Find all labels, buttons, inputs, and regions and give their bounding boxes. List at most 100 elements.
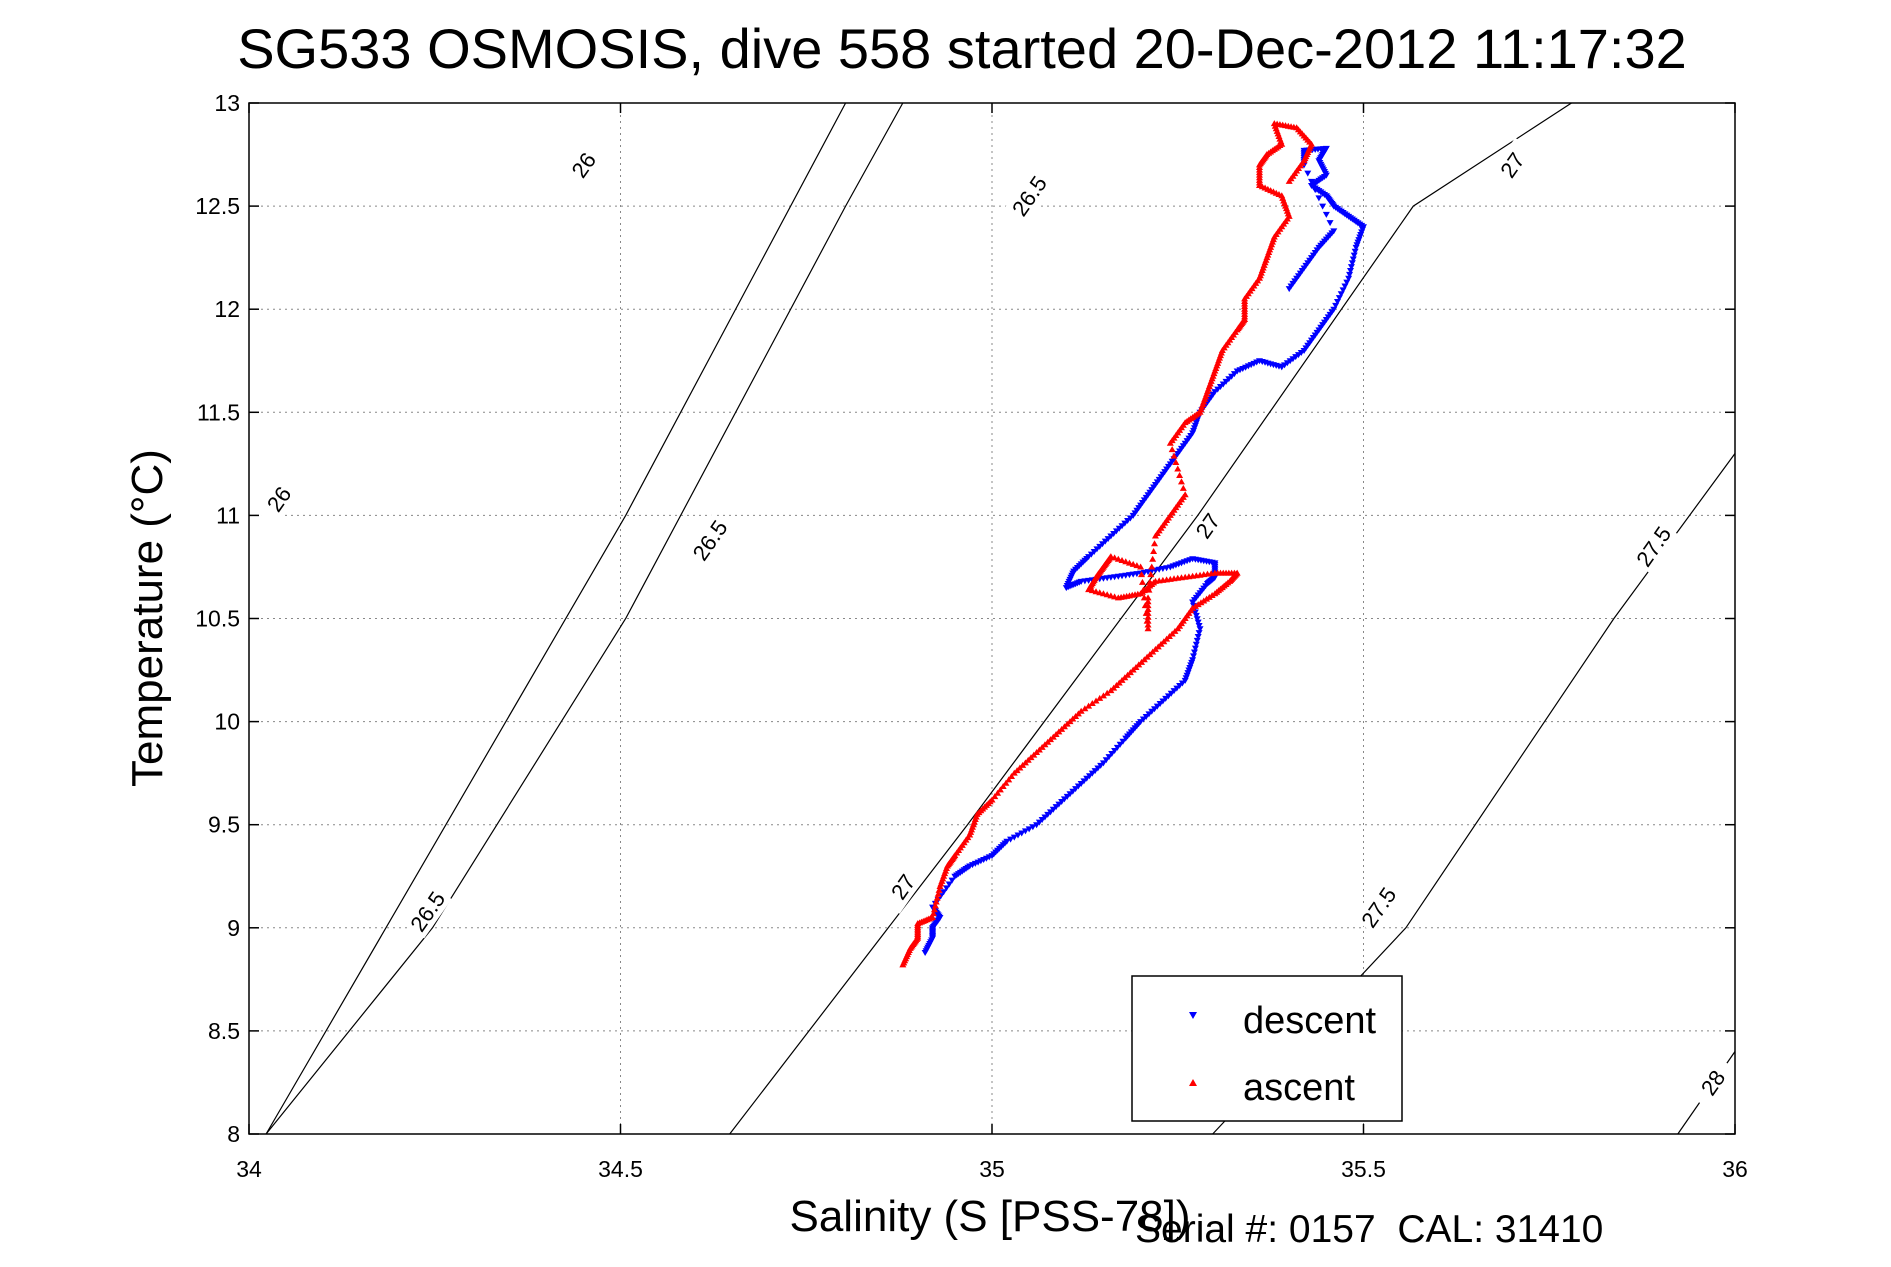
ascent-point [1144,609,1152,616]
y-axis-label: Temperature (°C) [123,449,172,787]
descent-point [1345,275,1353,282]
x-tick-label: 34.5 [598,1156,643,1182]
descent-point [1348,260,1356,267]
ascent-point [1118,557,1126,564]
density-contour-26 [265,102,847,1135]
descent-point [1010,834,1018,841]
descent-point [1007,836,1015,843]
ascent-point [1137,563,1145,570]
legend-box [1131,975,1403,1122]
descent-point [1347,264,1355,271]
ascent-point [1005,776,1013,783]
ascent-point [1179,484,1187,491]
ascent-point [1144,602,1152,609]
ascent-point [1002,779,1010,786]
descent-point [1108,751,1116,758]
ascent-point [1176,471,1184,478]
descent-point [1099,760,1107,767]
ascent-point [1077,707,1085,714]
ascent-point [1085,702,1093,709]
ascent-point [1008,773,1016,780]
ascent-point [1103,689,1111,696]
ascent-point [1172,459,1180,466]
ascent-point [1081,705,1089,712]
descent-point [1193,637,1201,644]
descent-point [1111,747,1119,754]
descent-point [1025,826,1033,833]
legend-descent-marker [1189,1012,1197,1019]
descent-point [1191,645,1199,652]
descent-point [1350,252,1358,259]
contour-label-bg [1004,168,1054,223]
y-tick-label: 12.5 [195,193,240,219]
ascent-point [933,894,941,901]
y-tick-label: 8.5 [208,1018,240,1044]
descent-point [1119,738,1127,745]
ascent-point [1145,586,1153,593]
descent-point [945,881,953,888]
descent-point [1189,657,1197,664]
ascent-point [1150,547,1158,554]
descent-point [1326,220,1334,227]
contour-label-bg [402,884,452,939]
contour-label-bg [1183,498,1232,553]
ascent-point [1133,562,1141,569]
y-tick-label: 9 [227,915,240,941]
density-contour-26-5 [265,102,904,1135]
ascent-point [1111,554,1119,561]
descent-point [1346,268,1354,275]
ascent-point [1088,700,1096,707]
ascent-point [988,796,996,803]
ascent-point [1092,697,1100,704]
y-tick-label: 11 [216,502,240,528]
ascent-point [1129,560,1137,567]
ascent-point [1138,571,1146,578]
ascent-point [994,789,1002,796]
legend-ascent-marker [1189,1079,1197,1086]
x-axis-label: Salinity (S [PSS-78]) [789,1192,1190,1241]
descent-point [1196,626,1204,633]
ascent-point [1138,578,1146,585]
descent-point [1192,612,1200,619]
contour-label-bg [254,471,304,527]
ascent-point [1149,555,1157,562]
x-tick-label: 34 [236,1156,262,1182]
descent-point [1307,178,1315,185]
ascent-point [1114,555,1122,562]
descent-point [1346,271,1354,278]
ascent-point [1096,694,1104,701]
ascent-point [929,910,937,917]
y-tick-label: 10 [214,709,240,735]
contour-label-bg [558,137,608,193]
y-tick-label: 8 [227,1121,240,1147]
ascent-point [1144,594,1152,601]
ascent-point [991,793,999,800]
ascent-point [1144,613,1152,620]
ascent-point [1144,625,1152,632]
x-tick-label: 35.5 [1341,1156,1386,1182]
y-tick-label: 12 [214,296,240,322]
descent-point [1193,616,1201,623]
ascent-point [931,902,939,909]
ascent-point [1144,605,1152,612]
legend-descent-label: descent [1243,1000,1377,1042]
descent-point [1102,757,1110,764]
descent-point [1311,187,1319,194]
descent-point [1319,203,1327,210]
descent-point [1018,830,1026,837]
serial-cal-footer: Serial #: 0157 CAL: 31410 [1135,1208,1604,1251]
ascent-point [1151,540,1159,547]
descent-point [1021,828,1029,835]
descent-point [1194,619,1202,626]
descent-point [1195,622,1203,629]
ascent-point [1144,617,1152,624]
ascent-point [999,783,1007,790]
density-contour-27 [729,102,1572,1135]
contour-label-bg [878,859,928,914]
ascent-point [1144,598,1152,605]
descent-point [1190,649,1198,656]
ascent-point [1168,446,1176,453]
descent-point [1194,634,1202,641]
ascent-point [1144,621,1152,628]
